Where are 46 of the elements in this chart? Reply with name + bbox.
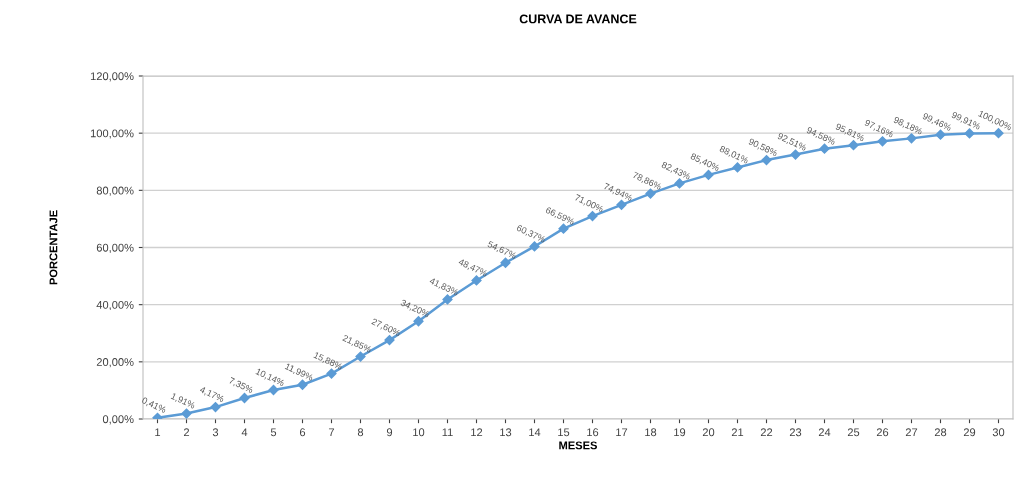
x-tick-label: 19 bbox=[674, 428, 686, 437]
y-tick-label: 60,00% bbox=[96, 243, 134, 253]
x-tick-label: 30 bbox=[992, 428, 1005, 437]
x-tick-label: 8 bbox=[357, 428, 364, 437]
x-axis-title: MESES bbox=[559, 441, 598, 450]
x-tick-label: 20 bbox=[702, 428, 715, 437]
x-tick-label: 11 bbox=[442, 428, 453, 437]
y-tick-label: 80,00% bbox=[96, 186, 134, 196]
x-tick-label: 22 bbox=[760, 428, 773, 437]
point bbox=[181, 408, 192, 419]
x-tick-label: 15 bbox=[558, 428, 570, 437]
x-tick-label: 7 bbox=[328, 428, 335, 437]
chart-title: CURVA DE AVANCE bbox=[519, 14, 637, 24]
x-tick-label: 9 bbox=[386, 428, 393, 437]
x-tick-label: 12 bbox=[471, 428, 483, 437]
y-tick-label: 20,00% bbox=[96, 358, 134, 368]
x-tick-label: 14 bbox=[529, 428, 541, 437]
x-tick-label: 1 bbox=[155, 428, 161, 437]
x-tick-label: 23 bbox=[789, 428, 802, 437]
y-tick-label: 40,00% bbox=[96, 300, 134, 311]
x-tick-label: 16 bbox=[587, 428, 599, 437]
x-tick-label: 13 bbox=[500, 428, 512, 437]
x-tick-label: 29 bbox=[963, 428, 976, 437]
x-tick-label: 25 bbox=[847, 428, 860, 437]
point bbox=[413, 316, 424, 327]
y-tick-label: 100,00% bbox=[90, 129, 134, 139]
x-tick-label: 18 bbox=[645, 428, 657, 437]
x-tick-label: 2 bbox=[183, 428, 190, 437]
y-tick-label: 120,00% bbox=[90, 72, 134, 82]
point bbox=[877, 136, 888, 147]
x-tick-label: 3 bbox=[212, 428, 219, 437]
x-tick-label: 24 bbox=[818, 428, 831, 437]
point bbox=[906, 133, 917, 144]
point bbox=[848, 140, 859, 151]
x-tick-label: 21 bbox=[731, 428, 744, 437]
x-tick-label: 17 bbox=[616, 428, 628, 437]
x-tick-label: 10 bbox=[413, 428, 425, 437]
y-axis-title: PORCENTAJE bbox=[49, 210, 58, 285]
y-tick-label: 0,00% bbox=[102, 415, 134, 425]
x-tick-label: 6 bbox=[299, 428, 306, 437]
x-tick-label: 26 bbox=[876, 428, 889, 437]
data-label: 4,17% bbox=[198, 386, 225, 404]
x-tick-label: 27 bbox=[905, 428, 918, 437]
x-tick-label: 28 bbox=[934, 428, 947, 437]
x-tick-label: 5 bbox=[270, 428, 277, 437]
x-tick-label: 4 bbox=[241, 428, 248, 437]
